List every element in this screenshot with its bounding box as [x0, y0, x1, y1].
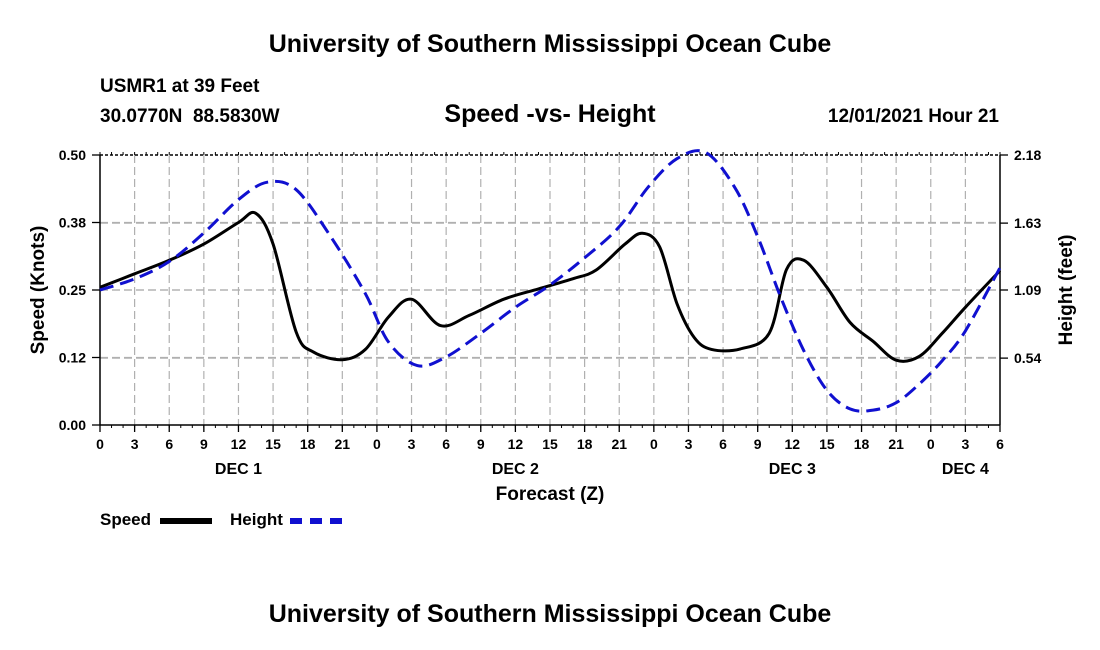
chart-title: Speed -vs- Height: [444, 100, 656, 128]
x-tick-label: 3: [408, 436, 416, 452]
legend-speed-swatch: [160, 518, 212, 524]
day-label: DEC 1: [215, 461, 262, 478]
coordinates-label: 30.0770N 88.5830W: [100, 106, 280, 127]
x-tick-label: 18: [577, 436, 593, 452]
y2-tick-label: 1.09: [1014, 282, 1041, 298]
x-tick-label: 6: [719, 436, 727, 452]
x-tick-label: 6: [442, 436, 450, 452]
day-label: DEC 2: [492, 461, 539, 478]
x-tick-label: 3: [685, 436, 693, 452]
x-axis-title: Forecast (Z): [496, 484, 605, 505]
x-tick-label: 12: [785, 436, 801, 452]
day-label: DEC 3: [769, 461, 816, 478]
chart-axes: [92, 152, 1008, 432]
x-tick-label: 0: [373, 436, 381, 452]
x-tick-label: 6: [165, 436, 173, 452]
y-tick-label: 0.25: [59, 282, 86, 298]
x-tick-label: 9: [477, 436, 485, 452]
x-tick-label: 6: [996, 436, 1004, 452]
x-tick-label: 12: [231, 436, 247, 452]
station-label: USMR1 at 39 Feet: [100, 76, 260, 97]
x-tick-label: 21: [335, 436, 351, 452]
speed-series-line: [99, 210, 1002, 363]
x-tick-label: 9: [200, 436, 208, 452]
y2-tick-label: 2.18: [1014, 147, 1041, 163]
y-tick-label: 0.00: [59, 417, 86, 433]
legend-height-swatch: [290, 518, 342, 524]
y2-axis-title: Height (feet): [1056, 235, 1077, 346]
x-tick-label: 15: [265, 436, 281, 452]
x-tick-label: 18: [854, 436, 870, 452]
x-tick-label: 15: [819, 436, 835, 452]
x-tick-label: 18: [300, 436, 316, 452]
x-tick-label: 15: [542, 436, 558, 452]
y-tick-label: 0.38: [59, 215, 86, 231]
y-axis-title: Speed (Knots): [28, 226, 49, 355]
y-tick-label: 0.12: [59, 350, 86, 366]
x-tick-label: 21: [611, 436, 627, 452]
legend-speed-label: Speed: [100, 510, 152, 529]
page-title: University of Southern Mississippi Ocean…: [268, 30, 832, 58]
y-tick-label: 0.50: [59, 147, 86, 163]
x-tick-label: 0: [927, 436, 935, 452]
x-tick-label: 9: [754, 436, 762, 452]
chart-series: [99, 149, 1002, 413]
y2-tick-label: 0.54: [1014, 350, 1041, 366]
x-tick-label: 12: [508, 436, 524, 452]
x-tick-label: 3: [961, 436, 969, 452]
legend-height-label: Height: [230, 510, 283, 529]
height-series-line: [99, 149, 1002, 413]
chart-grid: [100, 155, 1000, 425]
x-tick-label: 21: [888, 436, 904, 452]
x-tick-label: 0: [650, 436, 658, 452]
x-tick-label: 0: [96, 436, 104, 452]
chart-labels: 0 3 6 9 12 15 18 21 0 3 6 9 12 15 18 21 0 3 6 9 12 15 18 21 0 3 6 0…: [28, 147, 1077, 505]
footer-title: University of Southern Mississippi Ocean…: [268, 600, 832, 628]
forecast-datetime: 12/01/2021 Hour 21: [827, 106, 999, 127]
day-label: DEC 4: [942, 461, 989, 478]
y2-tick-label: 1.63: [1014, 215, 1041, 231]
x-tick-label: 3: [131, 436, 139, 452]
